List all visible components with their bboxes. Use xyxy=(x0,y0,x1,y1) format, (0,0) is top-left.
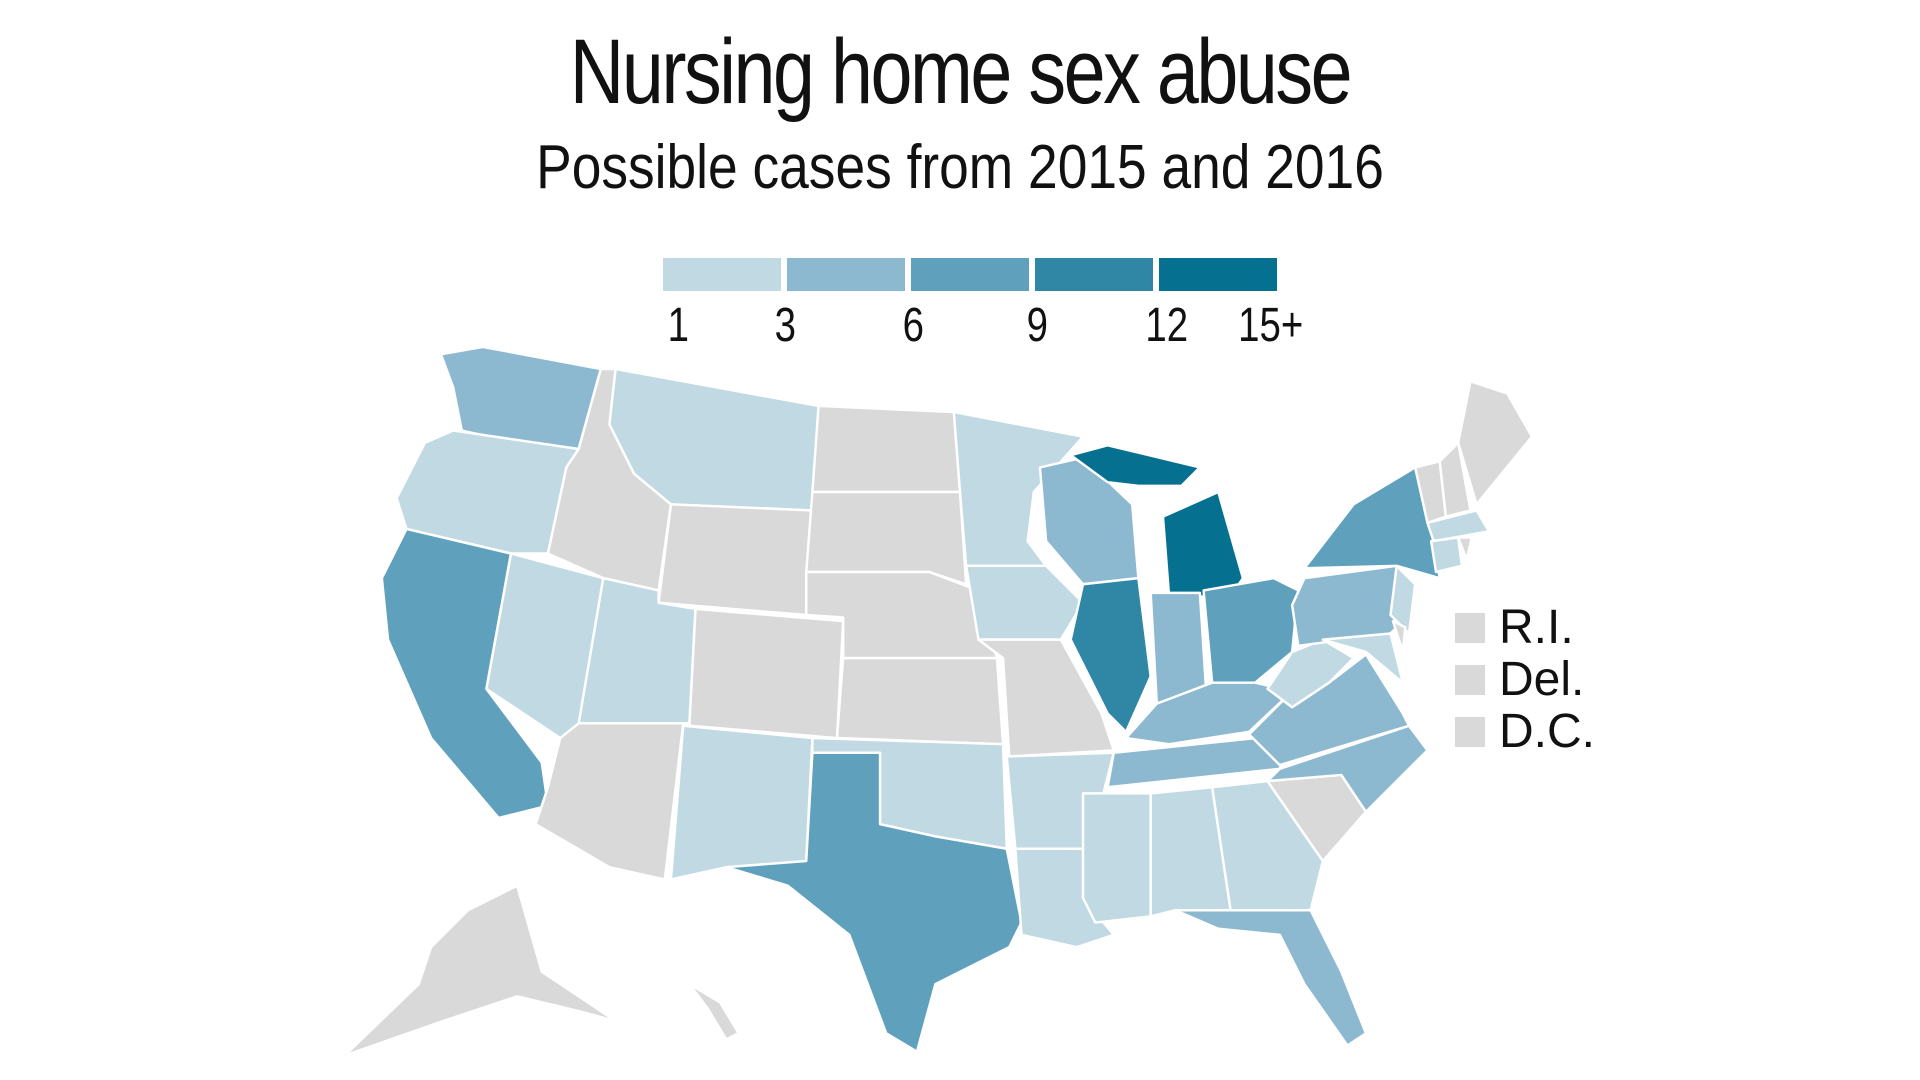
state-ia xyxy=(964,564,1085,641)
state-az xyxy=(534,722,685,881)
state-ma xyxy=(1426,509,1491,543)
state-shape xyxy=(811,404,962,494)
state-ms xyxy=(1081,792,1152,924)
legend-swatch-2 xyxy=(787,258,905,291)
state-shape xyxy=(1389,564,1417,635)
state-wy xyxy=(657,503,814,617)
state-ks xyxy=(835,656,1005,746)
state-mi xyxy=(1069,444,1245,598)
small-state-swatch xyxy=(1455,612,1485,643)
small-state-del: Del. xyxy=(1455,652,1584,707)
state-shape xyxy=(669,724,814,881)
legend-tick: 1 xyxy=(667,299,690,352)
state-ri xyxy=(1456,536,1473,561)
map-title: Nursing home sex abuse xyxy=(569,21,1353,123)
legend-swatch-5 xyxy=(1159,258,1277,291)
state-shape xyxy=(805,490,968,586)
state-shape xyxy=(977,638,1115,758)
state-shape xyxy=(688,607,845,740)
legend-tick: 15+ xyxy=(1238,299,1304,352)
state-shape xyxy=(1426,509,1491,543)
state-ga xyxy=(1210,779,1325,912)
state-shape xyxy=(1456,380,1534,506)
state-de xyxy=(1391,619,1407,654)
state-mo xyxy=(977,638,1115,758)
state-hi xyxy=(688,982,740,1041)
state-md xyxy=(1321,632,1405,684)
state-nd xyxy=(811,404,962,494)
state-tx xyxy=(725,751,1023,1053)
state-nh xyxy=(1438,441,1472,518)
state-shape xyxy=(657,503,814,617)
legend-swatch-1 xyxy=(663,258,781,291)
state-shape xyxy=(534,722,685,881)
state-shape xyxy=(1174,909,1368,1047)
state-shape xyxy=(1210,779,1325,912)
small-state-ri: R.I. xyxy=(1455,600,1574,655)
state-shape xyxy=(1081,792,1152,924)
legend-tick: 9 xyxy=(1026,299,1049,352)
small-state-label: D.C. xyxy=(1499,705,1595,758)
state-shape xyxy=(952,410,1085,568)
legend-tick: 3 xyxy=(774,299,797,352)
small-state-dc: D.C. xyxy=(1455,704,1595,759)
color-legend xyxy=(663,258,1277,291)
state-fl xyxy=(1174,909,1368,1047)
state-shape xyxy=(1161,490,1245,598)
state-nj xyxy=(1389,564,1417,635)
state-shape xyxy=(1456,536,1473,561)
state-shape xyxy=(1429,536,1464,574)
state-shape xyxy=(1069,444,1202,488)
state-mn xyxy=(952,410,1085,568)
state-shape xyxy=(343,884,617,1057)
small-state-label: R.I. xyxy=(1499,601,1574,654)
state-sd xyxy=(805,490,968,586)
small-state-swatch xyxy=(1455,664,1485,695)
state-ak xyxy=(343,884,617,1057)
legend-swatch-3 xyxy=(911,258,1029,291)
state-nm xyxy=(669,724,814,881)
map-subtitle: Possible cases from 2015 and 2016 xyxy=(536,133,1384,202)
state-shape xyxy=(1438,441,1472,518)
state-shape xyxy=(725,751,1023,1053)
legend-tick: 12 xyxy=(1145,299,1189,352)
state-shape xyxy=(835,656,1005,746)
state-shape xyxy=(1391,619,1407,654)
state-il xyxy=(1069,576,1152,734)
state-ct xyxy=(1429,536,1464,574)
state-shape xyxy=(1069,576,1152,734)
state-me xyxy=(1456,380,1534,506)
legend-tick: 6 xyxy=(902,299,925,352)
state-co xyxy=(688,607,845,740)
state-shape xyxy=(688,982,740,1041)
legend-swatch-4 xyxy=(1035,258,1153,291)
state-shape xyxy=(1321,632,1405,684)
small-state-swatch xyxy=(1455,716,1485,747)
state-shape xyxy=(964,564,1085,641)
small-state-label: Del. xyxy=(1499,653,1585,706)
